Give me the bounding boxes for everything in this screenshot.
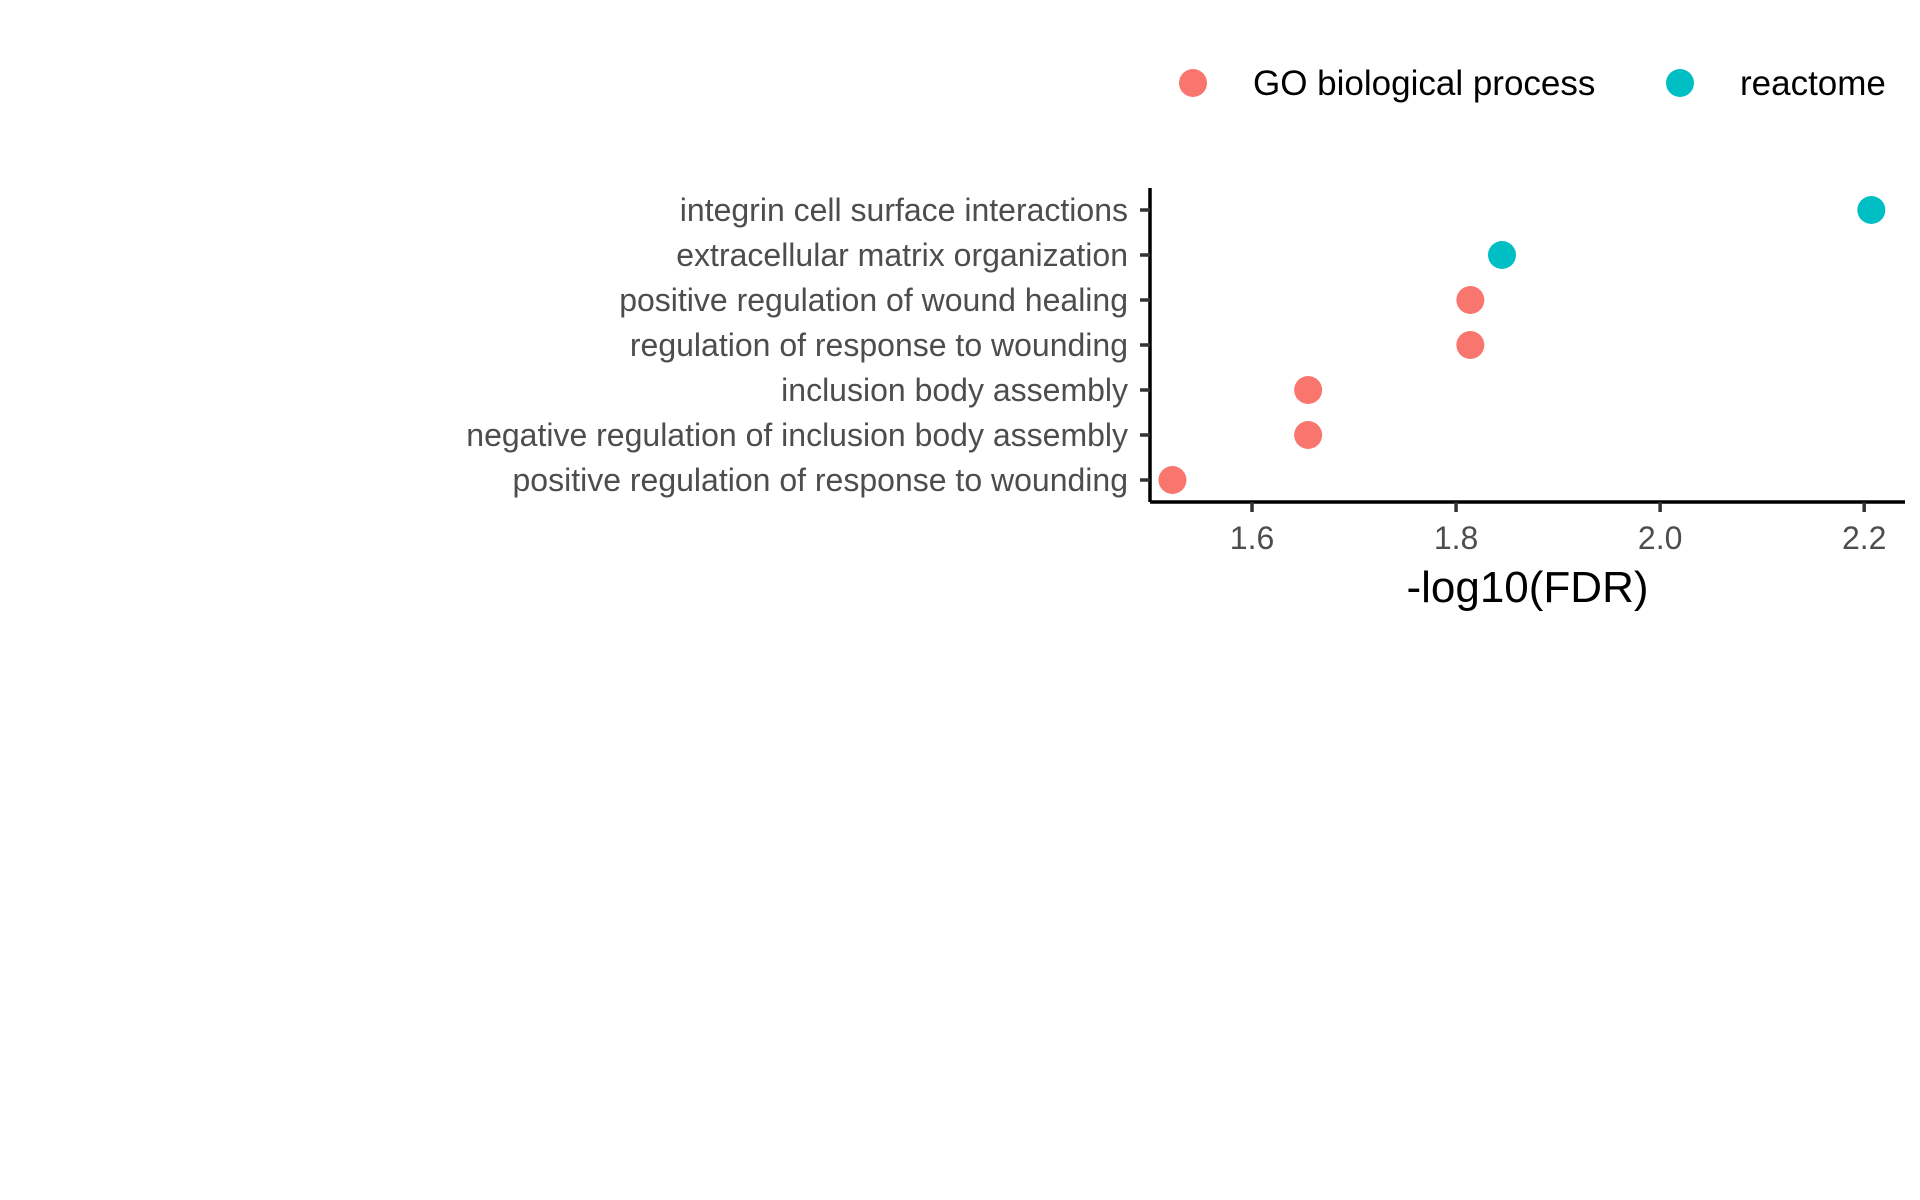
x-tick-label: 1.6 <box>1230 520 1274 556</box>
legend-label: reactome <box>1740 64 1886 103</box>
y-tick-label: regulation of response to wounding <box>630 327 1128 363</box>
data-point <box>1456 286 1485 314</box>
y-tick-label: positive regulation of response to wound… <box>512 462 1128 498</box>
legend-label: GO biological process <box>1253 64 1595 103</box>
y-tick-label: extracellular matrix organization <box>676 237 1128 273</box>
x-axis-title: -log10(FDR) <box>1406 563 1648 612</box>
y-tick-label: negative regulation of inclusion body as… <box>466 417 1128 453</box>
legend-key <box>1666 69 1694 97</box>
data-point <box>1294 421 1323 449</box>
y-tick-label: inclusion body assembly <box>781 372 1128 408</box>
legend-key <box>1179 69 1207 97</box>
data-points <box>1158 196 1886 494</box>
x-axis: 1.6 1.8 2.0 2.2 <box>1150 500 1905 556</box>
data-point <box>1158 466 1187 494</box>
data-point <box>1857 196 1886 224</box>
legend: GO biological process reactome <box>1179 64 1886 103</box>
data-point <box>1487 241 1516 269</box>
y-tick-label: integrin cell surface interactions <box>680 192 1128 228</box>
y-tick-label: positive regulation of wound healing <box>619 282 1128 318</box>
y-axis: integrin cell surface interactions extrac… <box>466 188 1152 502</box>
data-point <box>1294 376 1323 404</box>
x-tick-label: 1.8 <box>1434 520 1478 556</box>
x-tick-label: 2.0 <box>1638 520 1682 556</box>
data-point <box>1456 331 1485 359</box>
x-tick-label: 2.2 <box>1842 520 1886 556</box>
